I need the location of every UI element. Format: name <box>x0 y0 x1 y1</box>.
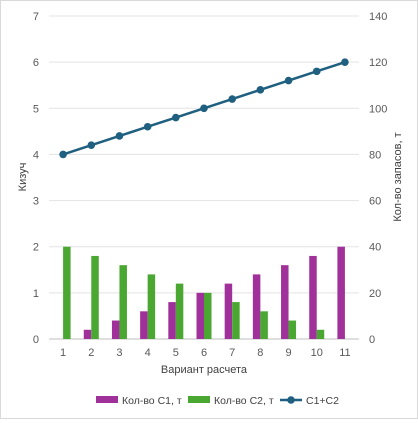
bar <box>147 274 156 339</box>
bar <box>232 302 240 339</box>
line-point <box>312 67 321 76</box>
x-tick-label: 4 <box>145 347 151 359</box>
line-point <box>200 104 208 113</box>
bar <box>119 265 127 339</box>
bar <box>288 320 297 339</box>
x-tick-label: 10 <box>311 347 323 359</box>
y2-tick-label: 40 <box>369 242 381 254</box>
y-tick-label: 3 <box>33 196 39 208</box>
y-tick-label: 2 <box>33 242 39 254</box>
line-point <box>87 141 96 149</box>
bar <box>111 320 120 339</box>
line-point <box>284 76 293 85</box>
bar <box>204 292 212 339</box>
x-tick-label: 1 <box>60 347 66 359</box>
x-tick-label: 11 <box>339 347 350 359</box>
x-tick-label: 8 <box>257 347 263 359</box>
x-tick-label: 7 <box>229 347 235 359</box>
bar <box>281 265 289 339</box>
bar <box>252 274 261 339</box>
x-tick-label: 9 <box>285 347 291 359</box>
line-point <box>256 86 265 94</box>
bars <box>63 246 345 339</box>
line-point <box>143 122 152 131</box>
y2-tick-label: 140 <box>369 11 387 23</box>
bar <box>91 255 99 339</box>
y-axis-label: Кизуч <box>17 163 29 192</box>
y-tick-label: 6 <box>33 57 39 69</box>
y2-tick-label: 80 <box>369 149 381 161</box>
legend-label: Кол-во C1, т <box>122 395 182 407</box>
x-axis-label: Вариант расчета <box>161 364 248 376</box>
bar <box>63 246 71 339</box>
x-tick-label: 5 <box>173 347 179 359</box>
x-tick-label: 2 <box>88 347 94 359</box>
line-point <box>341 58 349 66</box>
bar <box>196 292 204 339</box>
bar <box>309 255 317 339</box>
tick-labels: 0 1 2 3 4 5 6 7 0 20 40 60 80 100 120 140 1 2 3 4 5 6 7 8 9 10 11 <box>33 11 387 359</box>
bar <box>316 329 325 339</box>
y2-tick-label: 120 <box>369 57 387 69</box>
y-tick-label: 7 <box>33 11 39 23</box>
y2-tick-label: 100 <box>369 103 387 115</box>
line-point <box>228 95 236 103</box>
y-tick-label: 0 <box>33 334 39 346</box>
y-tick-label: 5 <box>33 103 39 115</box>
x-tick-label: 3 <box>116 347 122 359</box>
legend: Кол-во C1, т Кол-во C2, т C1+C2 <box>96 395 339 407</box>
x-tick-label: 6 <box>201 347 207 359</box>
bar <box>168 302 176 339</box>
legend-label: Кол-во C2, т <box>214 395 274 407</box>
y2-tick-label: 20 <box>369 288 381 300</box>
y-tick-label: 1 <box>33 288 39 300</box>
bar <box>260 311 268 339</box>
bar <box>175 283 184 339</box>
line-point <box>172 113 180 122</box>
y-tick-label: 4 <box>33 149 39 161</box>
y2-tick-label: 60 <box>369 196 381 208</box>
legend-swatch <box>96 396 118 403</box>
line-series <box>59 58 349 159</box>
y2-tick-label: 0 <box>369 334 375 346</box>
line-point <box>115 132 124 140</box>
bar <box>83 329 92 339</box>
legend-marker <box>287 396 295 404</box>
bar <box>140 311 148 339</box>
legend-label: C1+C2 <box>306 395 339 407</box>
bar <box>224 283 233 339</box>
y2-axis-label: Кол-во запасов, т <box>392 132 404 221</box>
legend-swatch <box>188 396 210 403</box>
bar <box>337 246 345 339</box>
line-point <box>59 150 67 159</box>
